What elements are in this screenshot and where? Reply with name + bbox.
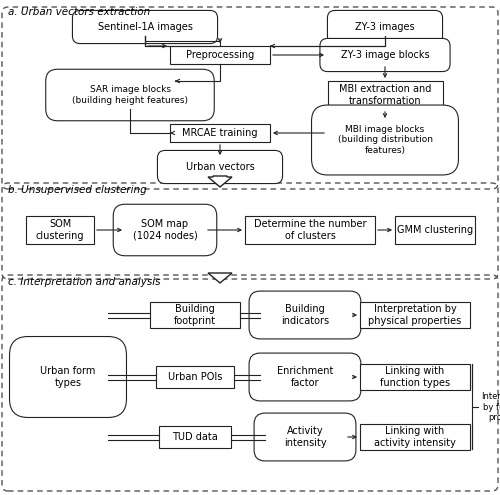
Text: SAR image blocks
(building height features): SAR image blocks (building height featur…: [72, 85, 188, 105]
FancyBboxPatch shape: [72, 10, 218, 44]
Text: Activity
intensity: Activity intensity: [284, 426, 327, 448]
Text: MBI image blocks
(building distribution
features): MBI image blocks (building distribution …: [338, 125, 432, 155]
Text: Building
indicators: Building indicators: [281, 304, 329, 326]
FancyBboxPatch shape: [158, 150, 282, 184]
FancyBboxPatch shape: [249, 291, 361, 339]
FancyBboxPatch shape: [159, 426, 231, 448]
FancyBboxPatch shape: [360, 424, 470, 450]
FancyBboxPatch shape: [10, 337, 126, 417]
Text: Building
footprint: Building footprint: [174, 304, 216, 326]
Text: a. Urban vectors extraction: a. Urban vectors extraction: [8, 7, 150, 17]
FancyBboxPatch shape: [360, 302, 470, 328]
Text: Interpretation
by functional
properties: Interpretation by functional properties: [481, 392, 500, 422]
Text: Urban POIs: Urban POIs: [168, 372, 222, 382]
FancyBboxPatch shape: [170, 46, 270, 64]
Polygon shape: [208, 273, 232, 283]
FancyBboxPatch shape: [320, 39, 450, 72]
FancyBboxPatch shape: [328, 10, 442, 44]
Text: TUD data: TUD data: [172, 432, 218, 442]
Text: Interpretation by
physical properties: Interpretation by physical properties: [368, 304, 462, 326]
Polygon shape: [208, 176, 232, 187]
Text: ZY-3 images: ZY-3 images: [355, 22, 415, 32]
Text: Enrichment
factor: Enrichment factor: [277, 366, 333, 388]
FancyBboxPatch shape: [254, 413, 356, 461]
Text: SOM
clustering: SOM clustering: [36, 219, 84, 241]
FancyBboxPatch shape: [249, 353, 361, 401]
Text: c. Interpretation and analysis: c. Interpretation and analysis: [8, 277, 160, 287]
FancyBboxPatch shape: [245, 216, 375, 244]
FancyBboxPatch shape: [113, 204, 217, 256]
FancyBboxPatch shape: [170, 124, 270, 142]
FancyBboxPatch shape: [156, 366, 234, 388]
Text: Linking with
function types: Linking with function types: [380, 366, 450, 388]
Text: Linking with
activity intensity: Linking with activity intensity: [374, 426, 456, 448]
Text: Preprocessing: Preprocessing: [186, 50, 254, 60]
FancyBboxPatch shape: [46, 69, 214, 121]
Text: Sentinel-1A images: Sentinel-1A images: [98, 22, 192, 32]
Text: GMM clustering: GMM clustering: [397, 225, 473, 235]
FancyBboxPatch shape: [360, 364, 470, 390]
FancyBboxPatch shape: [395, 216, 475, 244]
Text: SOM map
(1024 nodes): SOM map (1024 nodes): [132, 219, 198, 241]
Text: Determine the number
of clusters: Determine the number of clusters: [254, 219, 366, 241]
Text: Urban vectors: Urban vectors: [186, 162, 254, 172]
Text: ZY-3 image blocks: ZY-3 image blocks: [340, 50, 430, 60]
Text: Urban form
types: Urban form types: [40, 366, 96, 388]
Text: MRCAE training: MRCAE training: [182, 128, 258, 138]
FancyBboxPatch shape: [26, 216, 94, 244]
FancyBboxPatch shape: [150, 302, 240, 328]
Text: MBI extraction and
transformation: MBI extraction and transformation: [339, 84, 431, 106]
Text: b. Unsupervised clustering: b. Unsupervised clustering: [8, 185, 147, 195]
FancyBboxPatch shape: [312, 105, 458, 175]
FancyBboxPatch shape: [328, 81, 442, 109]
